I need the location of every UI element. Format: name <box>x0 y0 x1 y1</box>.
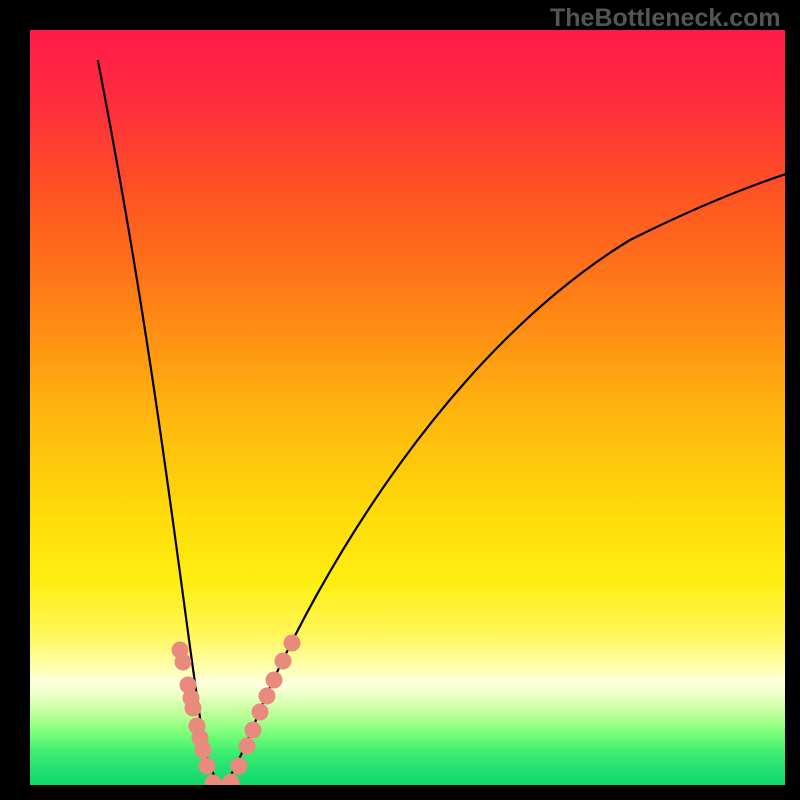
data-point <box>239 738 256 755</box>
chart-background-gradient <box>30 30 785 785</box>
data-point <box>266 672 283 689</box>
data-point <box>175 654 192 671</box>
data-point <box>275 653 292 670</box>
data-point <box>195 742 212 759</box>
data-point <box>185 700 202 717</box>
data-point <box>231 758 248 775</box>
data-point <box>284 635 301 652</box>
data-point <box>252 704 269 721</box>
data-point <box>199 758 216 775</box>
bottleneck-chart <box>30 30 785 785</box>
watermark-text: TheBottleneck.com <box>550 4 781 33</box>
data-point <box>245 722 262 739</box>
data-point <box>259 688 276 705</box>
